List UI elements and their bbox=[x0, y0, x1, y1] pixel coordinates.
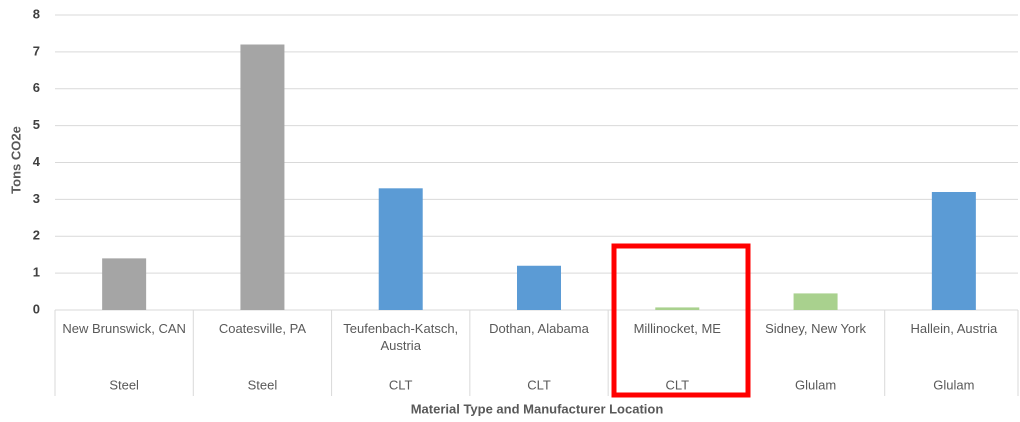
bar bbox=[102, 258, 147, 310]
x-tick-label-box: Dothan, Alabama bbox=[489, 321, 589, 336]
plot: 0 1 2 3 4 5 6 7 8 New Brunswick, CAN Steel Coatesvi… bbox=[33, 6, 1019, 396]
y-tick-label: 5 bbox=[33, 117, 40, 132]
bar bbox=[517, 265, 561, 310]
y-tick-label: 0 bbox=[33, 301, 40, 316]
bar bbox=[793, 293, 838, 310]
bar bbox=[378, 188, 423, 310]
x-tick-label: Hallein, Austria bbox=[910, 321, 998, 336]
bar bbox=[655, 307, 700, 310]
y-tick-label: 6 bbox=[33, 80, 40, 95]
group-label: Glulam bbox=[933, 377, 974, 392]
y-tick-label: 4 bbox=[33, 154, 41, 169]
group-label: Steel bbox=[248, 377, 278, 392]
bar bbox=[931, 192, 976, 310]
x-tick-label-box: Millinocket, ME bbox=[633, 321, 721, 336]
x-tick-label: New Brunswick, CAN bbox=[62, 321, 186, 336]
y-tick-label: 8 bbox=[33, 6, 40, 21]
y-tick-label: 3 bbox=[33, 191, 40, 206]
group-label: CLT bbox=[389, 377, 413, 392]
x-tick-label: Teufenbach-Katsch, Austria bbox=[343, 321, 459, 353]
bar bbox=[240, 44, 285, 310]
group-label: Glulam bbox=[795, 377, 836, 392]
y-axis-label: Tons CO2e bbox=[8, 126, 23, 194]
group-label: Steel bbox=[109, 377, 139, 392]
x-tick-label-box: New Brunswick, CAN bbox=[62, 321, 186, 336]
y-tick-label: 7 bbox=[33, 43, 40, 58]
highlight-box bbox=[611, 243, 751, 398]
x-tick-label: Sidney, New York bbox=[765, 321, 867, 336]
x-tick-label: Millinocket, ME bbox=[633, 321, 721, 336]
x-tick-label: Coatesville, PA bbox=[218, 321, 307, 336]
y-tick-label: 1 bbox=[33, 265, 40, 280]
x-axis-label: Material Type and Manufacturer Location bbox=[411, 401, 664, 416]
x-tick-label-box: Sidney, New York bbox=[765, 321, 867, 336]
group-label: CLT bbox=[665, 377, 689, 392]
x-tick-label-box: Hallein, Austria bbox=[910, 321, 998, 336]
group-label: CLT bbox=[527, 377, 551, 392]
x-tick-label-box: Teufenbach-Katsch, Austria bbox=[343, 321, 459, 353]
x-tick-label: Dothan, Alabama bbox=[489, 321, 589, 336]
y-tick-label: 2 bbox=[33, 228, 40, 243]
x-tick-label-box: Coatesville, PA bbox=[218, 321, 307, 336]
